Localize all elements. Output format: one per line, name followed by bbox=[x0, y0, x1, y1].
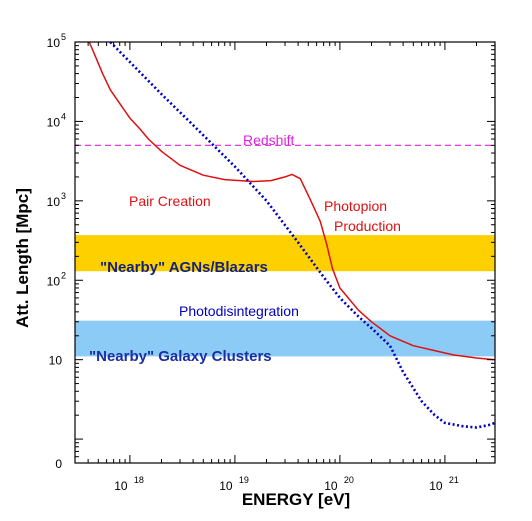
x-tick-label-exponent: 18 bbox=[134, 475, 144, 485]
cluster-band-label: "Nearby" Galaxy Clusters bbox=[89, 348, 272, 365]
x-tick-label: 10 bbox=[324, 479, 338, 493]
x-tick-label: 10 bbox=[429, 479, 443, 493]
y-tick-label: 10 bbox=[49, 354, 63, 368]
pair-photopion-series bbox=[88, 41, 496, 361]
y-tick-label: 10 bbox=[47, 195, 61, 209]
bands-layer bbox=[75, 235, 495, 357]
pair-creation-label: Pair Creation bbox=[129, 193, 211, 209]
y-tick-label: 10 bbox=[47, 274, 61, 288]
x-tick-label: 10 bbox=[219, 479, 233, 493]
series-layer bbox=[88, 41, 496, 429]
x-tick-label: 10 bbox=[114, 479, 128, 493]
y-tick-label: 10 bbox=[47, 36, 61, 50]
band-1 bbox=[75, 320, 495, 357]
y-axis-title: Att. Length [Mpc] bbox=[13, 188, 32, 328]
x-tick-label-exponent: 20 bbox=[344, 475, 354, 485]
x-tick-label-exponent: 19 bbox=[239, 475, 249, 485]
band-0 bbox=[75, 235, 495, 272]
x-axis-title: ENERGY [eV] bbox=[242, 490, 350, 509]
y-tick-label: 0 bbox=[55, 457, 62, 471]
photodisintegration-label: Photodisintegration bbox=[179, 303, 299, 319]
y-tick-label-exponent: 3 bbox=[61, 191, 66, 201]
agn-band-label: "Nearby" AGNs/Blazars bbox=[100, 259, 268, 276]
photopion-label-line2: Production bbox=[334, 218, 401, 234]
y-tick-label: 10 bbox=[47, 115, 61, 129]
x-tick-label-exponent: 21 bbox=[449, 475, 459, 485]
redshift-label: Redshift bbox=[243, 132, 294, 148]
y-tick-label-exponent: 4 bbox=[61, 111, 66, 121]
photopion-label-line1: Photopion bbox=[324, 198, 387, 214]
y-tick-label-exponent: 2 bbox=[61, 270, 66, 280]
photodisintegration-series bbox=[109, 41, 496, 429]
y-tick-label-exponent: 5 bbox=[61, 32, 66, 42]
